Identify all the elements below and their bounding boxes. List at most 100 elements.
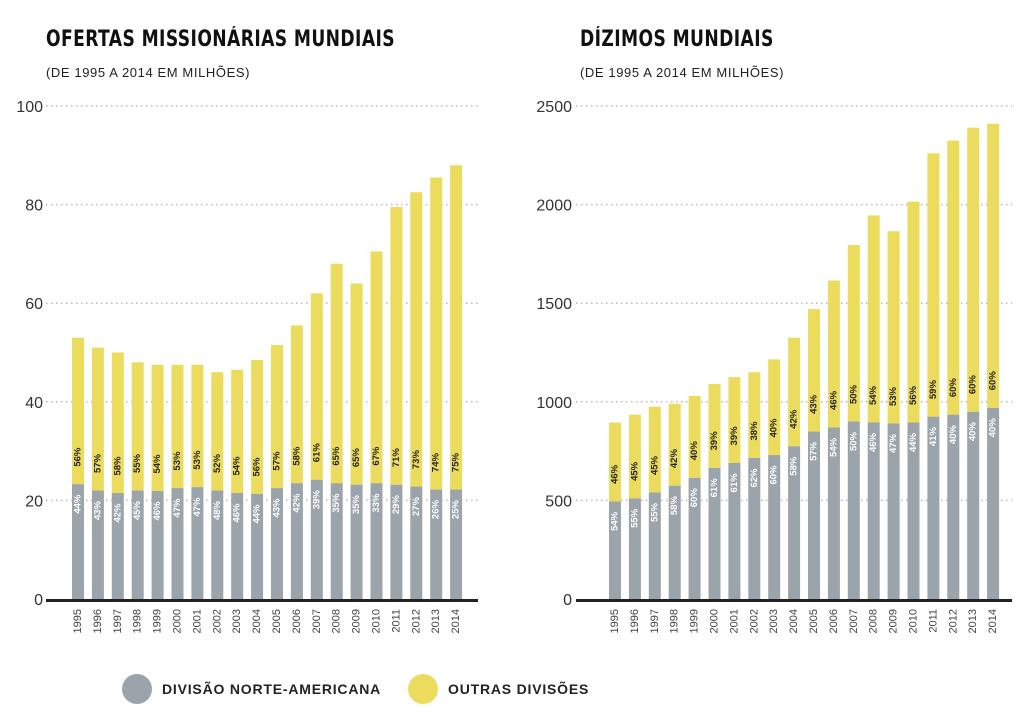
bar-north-american xyxy=(211,490,224,599)
data-label-north-american: 60% xyxy=(769,465,780,485)
data-label-north-american: 62% xyxy=(749,468,760,488)
data-label-north-american: 27% xyxy=(411,497,422,517)
x-tick-label: 2014 xyxy=(987,609,999,633)
data-label-other-divisions: 54% xyxy=(152,454,163,474)
bar-north-american xyxy=(827,427,840,599)
bar-other-divisions xyxy=(310,293,323,480)
x-tick-label: 1995 xyxy=(72,609,84,633)
data-label-other-divisions: 73% xyxy=(411,450,422,470)
bar-north-american xyxy=(867,422,880,599)
data-label-north-american: 57% xyxy=(809,441,820,461)
bar-other-divisions xyxy=(867,215,880,423)
data-label-other-divisions: 42% xyxy=(789,409,800,429)
data-label-north-american: 35% xyxy=(351,495,362,515)
data-label-north-american: 61% xyxy=(729,473,740,493)
bar-north-american xyxy=(748,458,761,599)
bar-other-divisions xyxy=(628,414,641,499)
data-label-other-divisions: 75% xyxy=(451,452,462,472)
bar-north-american xyxy=(609,501,621,599)
bar-north-american xyxy=(171,488,184,599)
bar-other-divisions xyxy=(887,231,900,424)
data-label-north-american: 50% xyxy=(848,431,859,451)
bar-north-american xyxy=(370,483,383,599)
bar-other-divisions xyxy=(847,245,860,422)
data-label-north-american: 55% xyxy=(629,508,640,528)
legend-label-na: DIVISÃO NORTE-AMERICANA xyxy=(162,681,382,697)
bar-other-divisions xyxy=(211,372,224,491)
x-tick-label: 2000 xyxy=(172,609,184,633)
bar-other-divisions xyxy=(728,377,741,463)
data-label-north-american: 35% xyxy=(331,493,342,513)
bar-other-divisions xyxy=(708,384,721,468)
data-label-north-american: 40% xyxy=(968,422,979,442)
bar-north-american xyxy=(788,446,801,599)
bar-north-american xyxy=(91,490,104,599)
data-label-other-divisions: 45% xyxy=(649,455,660,475)
data-label-other-divisions: 52% xyxy=(212,453,223,473)
data-label-north-american: 55% xyxy=(649,502,660,522)
data-label-north-american: 26% xyxy=(431,499,442,519)
data-label-other-divisions: 60% xyxy=(968,375,979,395)
bar-other-divisions xyxy=(609,422,621,502)
data-label-north-american: 33% xyxy=(371,493,382,513)
data-label-other-divisions: 50% xyxy=(848,384,859,404)
bar-north-american xyxy=(708,467,721,599)
y-tick-label: 500 xyxy=(545,493,572,510)
bar-other-divisions xyxy=(430,177,443,490)
data-label-other-divisions: 56% xyxy=(252,457,263,477)
bar-north-american xyxy=(648,492,661,599)
bar-north-american xyxy=(808,431,820,599)
legend-swatch-na xyxy=(122,674,152,704)
bar-other-divisions xyxy=(290,325,303,484)
data-label-other-divisions: 53% xyxy=(172,451,183,471)
bar-north-american xyxy=(231,493,244,599)
x-tick-label: 2001 xyxy=(191,609,203,633)
x-tick-label: 1998 xyxy=(669,609,681,633)
bar-north-american xyxy=(251,493,264,599)
data-label-other-divisions: 57% xyxy=(92,453,103,473)
data-label-other-divisions: 53% xyxy=(888,386,899,406)
data-label-other-divisions: 65% xyxy=(331,446,342,466)
data-label-north-american: 29% xyxy=(391,495,402,515)
y-tick-label: 2000 xyxy=(536,198,572,215)
data-label-other-divisions: 39% xyxy=(729,426,740,446)
data-label-other-divisions: 46% xyxy=(610,464,621,484)
x-tick-label: 2002 xyxy=(211,609,223,633)
data-label-other-divisions: 60% xyxy=(948,378,959,398)
bar-other-divisions xyxy=(907,201,920,423)
x-tick-label: 2005 xyxy=(808,609,820,633)
bar-other-divisions xyxy=(350,283,363,485)
bar-other-divisions xyxy=(987,123,1000,408)
data-label-other-divisions: 43% xyxy=(809,394,820,414)
y-tick-label: 20 xyxy=(25,493,43,510)
bar-other-divisions xyxy=(72,337,84,485)
bar-north-american xyxy=(350,484,363,599)
bar-other-divisions xyxy=(927,153,940,417)
x-tick-label: 2010 xyxy=(908,609,920,633)
bar-other-divisions xyxy=(231,369,244,494)
bar-other-divisions xyxy=(370,251,383,484)
data-label-other-divisions: 45% xyxy=(629,461,640,481)
x-tick-label: 2013 xyxy=(430,609,442,633)
x-tick-label: 2009 xyxy=(351,609,363,633)
data-label-other-divisions: 54% xyxy=(232,456,243,476)
bar-north-american xyxy=(768,455,781,599)
bar-other-divisions xyxy=(151,364,164,492)
x-tick-label: 2011 xyxy=(390,609,402,633)
x-tick-label: 2010 xyxy=(371,609,383,633)
data-label-north-american: 43% xyxy=(272,498,283,518)
bar-other-divisions xyxy=(967,127,980,412)
data-label-north-american: 44% xyxy=(73,494,84,514)
bar-other-divisions xyxy=(390,207,403,485)
x-tick-label: 2013 xyxy=(967,609,979,633)
x-tick-label: 1997 xyxy=(112,609,124,633)
x-tick-label: 2009 xyxy=(888,609,900,633)
bar-north-american xyxy=(390,484,403,599)
x-tick-label: 2008 xyxy=(868,609,880,633)
bar-north-american xyxy=(947,414,960,599)
data-label-other-divisions: 42% xyxy=(669,449,680,469)
bar-north-american xyxy=(111,493,124,599)
data-label-north-american: 54% xyxy=(610,511,621,531)
x-tick-label: 2012 xyxy=(410,609,422,633)
